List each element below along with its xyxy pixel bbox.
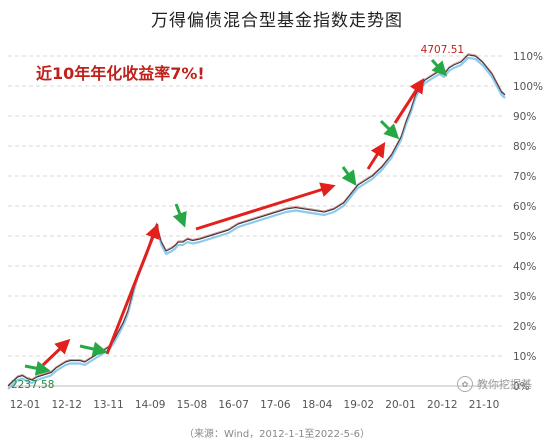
x-tick-label: 13-11 (93, 399, 124, 411)
annotation-peak-value: 4707.51 (421, 44, 464, 56)
chart-source: （来源：Wind，2012-1-1至2022-5-6） (184, 429, 370, 440)
red-arrow (393, 77, 425, 124)
red-arrow (366, 141, 386, 170)
y-tick-label: 90% (513, 111, 536, 123)
red-arrow (195, 182, 336, 231)
x-tick-label: 20-01 (385, 399, 416, 411)
x-tick-label: 20-12 (427, 399, 458, 411)
y-tick-label: 0% (513, 381, 530, 393)
y-tick-label: 60% (513, 201, 536, 213)
y-tick-label: 10% (513, 351, 536, 363)
chart-title: 万得偏债混合型基金指数走势图 (151, 11, 403, 31)
y-tick-label: 70% (513, 171, 536, 183)
y-tick-label: 80% (513, 141, 536, 153)
green-arrow (379, 119, 400, 140)
annotations: 2237.58 4707.51 (11, 44, 464, 391)
wechat-icon: ✿ (457, 376, 473, 392)
green-arrow (341, 166, 357, 186)
series-lines (7, 53, 506, 390)
trend-arrows (24, 58, 448, 376)
green-arrow (24, 360, 51, 376)
y-tick-label: 100% (513, 81, 543, 93)
y-tick-label: 20% (513, 321, 536, 333)
x-tick-label: 17-06 (260, 399, 291, 411)
x-tick-label: 16-07 (218, 399, 249, 411)
watermark: ✿ 教你挖掘基 (457, 376, 532, 392)
series-line-candles (7, 53, 506, 386)
x-tick-label: 18-04 (302, 399, 333, 411)
x-tick-label: 21-10 (469, 399, 500, 411)
series-line-index (7, 54, 506, 387)
y-tick-label: 40% (513, 261, 536, 273)
y-axis-ticks: 0% 10% 20% 30% 40% 50% 60% 70% 80% 90% 100% 110% (513, 51, 543, 393)
x-axis-ticks: 12-01 12-12 13-11 14-09 15-08 16-07 17-06 18-04… (8, 385, 505, 411)
x-tick-label: 15-08 (177, 399, 208, 411)
x-tick-label: 12-12 (51, 399, 82, 411)
x-tick-label: 19-02 (344, 399, 375, 411)
green-arrow (430, 58, 448, 77)
y-tick-label: 30% (513, 291, 536, 303)
headline-annotation: 近10年年化收益率7%! (36, 64, 205, 83)
series-line-smooth (7, 56, 506, 390)
red-arrow (105, 223, 160, 355)
y-tick-label: 50% (513, 231, 536, 243)
x-tick-label: 14-09 (135, 399, 166, 411)
green-arrow (79, 341, 108, 357)
red-arrow (41, 338, 71, 367)
annotation-start-value: 2237.58 (11, 379, 54, 391)
watermark-text: 教你挖掘基 (477, 378, 532, 391)
y-tick-label: 110% (513, 51, 543, 63)
green-arrow (172, 203, 187, 228)
x-tick-label: 12-01 (10, 399, 41, 411)
